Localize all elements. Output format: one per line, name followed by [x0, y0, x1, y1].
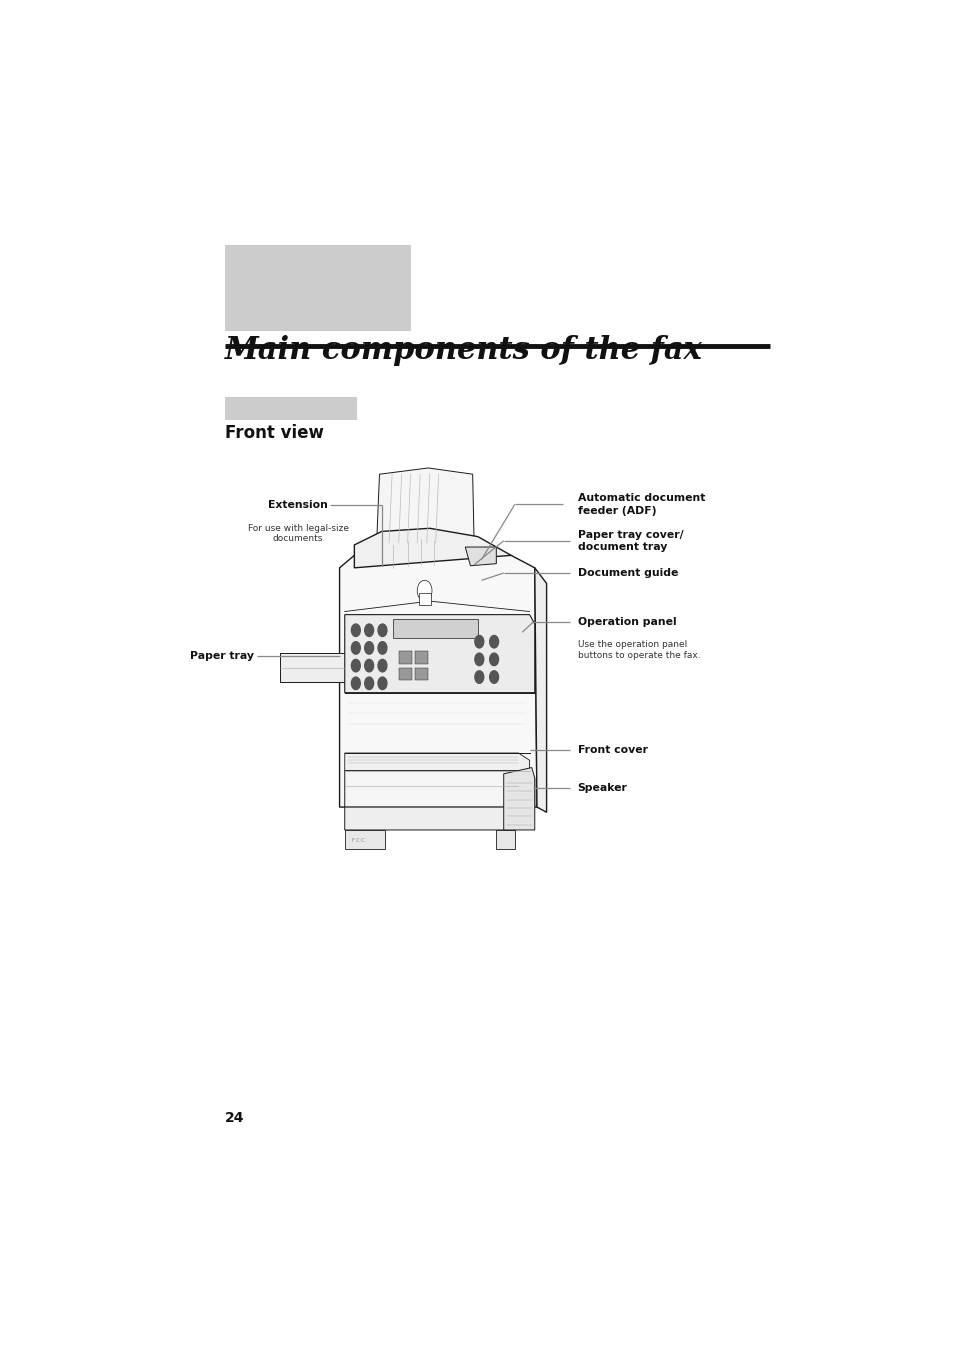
Bar	[225, 246, 411, 331]
Circle shape	[351, 642, 360, 654]
Polygon shape	[376, 467, 474, 544]
Text: Main components of the fax: Main components of the fax	[225, 335, 702, 366]
Circle shape	[351, 659, 360, 671]
Circle shape	[364, 677, 374, 689]
Bar	[225, 397, 356, 420]
Polygon shape	[344, 770, 535, 807]
Polygon shape	[503, 767, 535, 830]
Polygon shape	[344, 807, 515, 830]
Circle shape	[364, 624, 374, 636]
Polygon shape	[344, 830, 385, 848]
Circle shape	[377, 659, 387, 671]
Circle shape	[489, 671, 498, 684]
Text: Extension: Extension	[268, 500, 328, 511]
Circle shape	[377, 624, 387, 636]
Polygon shape	[535, 567, 546, 812]
Circle shape	[475, 671, 483, 684]
Circle shape	[364, 642, 374, 654]
Bar	[415, 651, 428, 663]
Text: Operation panel: Operation panel	[577, 617, 676, 627]
Polygon shape	[354, 528, 511, 567]
Circle shape	[364, 659, 374, 671]
Circle shape	[351, 624, 360, 636]
Circle shape	[416, 581, 432, 601]
Text: Paper tray cover/
document tray: Paper tray cover/ document tray	[577, 530, 682, 553]
Circle shape	[475, 653, 483, 666]
Bar	[398, 651, 412, 663]
Text: Paper tray: Paper tray	[190, 651, 253, 661]
Text: Speaker: Speaker	[577, 784, 627, 793]
Polygon shape	[344, 615, 535, 693]
Bar	[398, 667, 412, 680]
Text: Front cover: Front cover	[577, 744, 647, 755]
Text: Front view: Front view	[225, 424, 323, 442]
Text: For use with legal-size
documents: For use with legal-size documents	[248, 524, 348, 543]
Text: Automatic document
feeder (ADF): Automatic document feeder (ADF)	[577, 493, 704, 516]
Circle shape	[377, 677, 387, 689]
Bar	[415, 667, 428, 680]
Bar	[393, 619, 477, 638]
Polygon shape	[344, 753, 529, 770]
Circle shape	[489, 635, 498, 648]
Text: Use the operation panel
buttons to operate the fax.: Use the operation panel buttons to opera…	[577, 640, 700, 659]
Polygon shape	[496, 830, 515, 848]
Circle shape	[377, 642, 387, 654]
Polygon shape	[280, 653, 344, 682]
Circle shape	[351, 677, 360, 689]
Text: Document guide: Document guide	[577, 567, 678, 578]
Text: 24: 24	[225, 1112, 244, 1125]
Polygon shape	[465, 547, 496, 566]
Circle shape	[489, 653, 498, 666]
Circle shape	[475, 635, 483, 648]
Polygon shape	[339, 547, 537, 807]
Text: F C C: F C C	[352, 839, 364, 843]
Bar	[418, 593, 430, 605]
